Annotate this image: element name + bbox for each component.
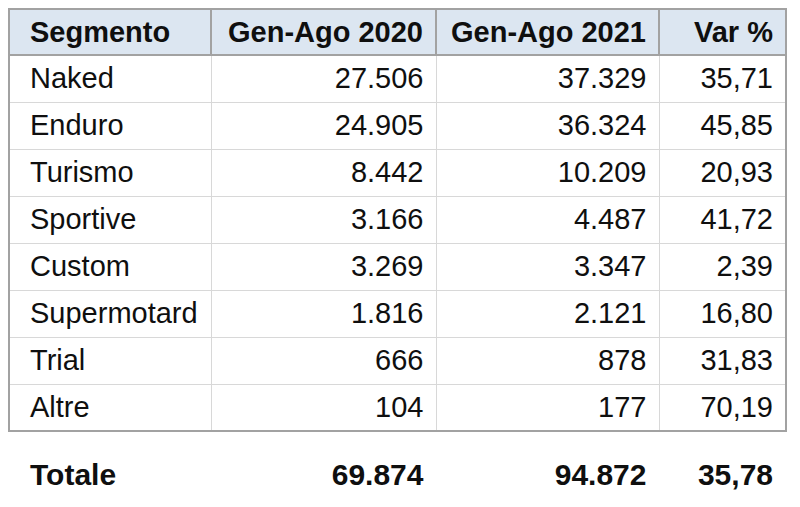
cell-segment: Altre — [9, 384, 211, 431]
total-label: Totale — [9, 451, 211, 498]
cell-segment: Naked — [9, 55, 211, 102]
cell-var: 16,80 — [659, 290, 786, 337]
cell-segment: Turismo — [9, 149, 211, 196]
column-header-gen-ago-2021: Gen-Ago 2021 — [436, 9, 659, 55]
column-header-var-percent: Var % — [659, 9, 786, 55]
cell-2021: 10.209 — [436, 149, 659, 196]
cell-segment: Custom — [9, 243, 211, 290]
table-row: Supermotard 1.816 2.121 16,80 — [9, 290, 786, 337]
cell-2020: 24.905 — [211, 102, 436, 149]
column-header-segmento: Segmento — [9, 9, 211, 55]
cell-var: 70,19 — [659, 384, 786, 431]
table-row: Naked 27.506 37.329 35,71 — [9, 55, 786, 102]
cell-2021: 4.487 — [436, 196, 659, 243]
totals-table: Totale 69.874 94.872 35,78 — [8, 450, 787, 499]
total-2021: 94.872 — [436, 451, 659, 498]
cell-2021: 878 — [436, 337, 659, 384]
segments-table: Segmento Gen-Ago 2020 Gen-Ago 2021 Var %… — [8, 8, 787, 432]
cell-var: 41,72 — [659, 196, 786, 243]
total-var: 35,78 — [659, 451, 786, 498]
table-row: Sportive 3.166 4.487 41,72 — [9, 196, 786, 243]
column-header-gen-ago-2020: Gen-Ago 2020 — [211, 9, 436, 55]
cell-var: 2,39 — [659, 243, 786, 290]
cell-2021: 37.329 — [436, 55, 659, 102]
table-row: Trial 666 878 31,83 — [9, 337, 786, 384]
cell-var: 20,93 — [659, 149, 786, 196]
cell-var: 45,85 — [659, 102, 786, 149]
total-2020: 69.874 — [211, 451, 436, 498]
cell-var: 35,71 — [659, 55, 786, 102]
cell-2021: 2.121 — [436, 290, 659, 337]
page: Segmento Gen-Ago 2020 Gen-Ago 2021 Var %… — [0, 0, 800, 507]
cell-2020: 666 — [211, 337, 436, 384]
table-row: Altre 104 177 70,19 — [9, 384, 786, 431]
cell-segment: Enduro — [9, 102, 211, 149]
cell-2021: 3.347 — [436, 243, 659, 290]
cell-segment: Sportive — [9, 196, 211, 243]
header-row: Segmento Gen-Ago 2020 Gen-Ago 2021 Var % — [9, 9, 786, 55]
cell-2020: 3.269 — [211, 243, 436, 290]
cell-2020: 1.816 — [211, 290, 436, 337]
cell-2021: 177 — [436, 384, 659, 431]
cell-2020: 8.442 — [211, 149, 436, 196]
cell-var: 31,83 — [659, 337, 786, 384]
table-row: Enduro 24.905 36.324 45,85 — [9, 102, 786, 149]
table-row: Custom 3.269 3.347 2,39 — [9, 243, 786, 290]
cell-2021: 36.324 — [436, 102, 659, 149]
total-row: Totale 69.874 94.872 35,78 — [9, 451, 786, 498]
table-row: Turismo 8.442 10.209 20,93 — [9, 149, 786, 196]
cell-2020: 3.166 — [211, 196, 436, 243]
cell-segment: Trial — [9, 337, 211, 384]
cell-2020: 104 — [211, 384, 436, 431]
cell-2020: 27.506 — [211, 55, 436, 102]
cell-segment: Supermotard — [9, 290, 211, 337]
